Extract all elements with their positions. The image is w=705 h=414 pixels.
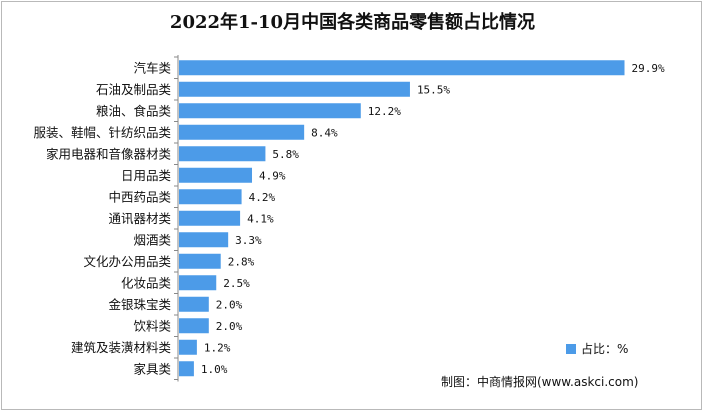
category-label: 金银珠宝类 [108, 297, 171, 312]
value-label: 5.8% [272, 148, 299, 161]
bar [179, 339, 197, 355]
category-label: 日用品类 [121, 168, 172, 183]
bar [179, 60, 625, 76]
category-label: 粮油、食品类 [96, 103, 172, 118]
legend-label: 占比：% [581, 342, 629, 356]
value-label: 4.2% [249, 191, 276, 204]
bar [179, 296, 209, 312]
value-label: 2.0% [216, 298, 243, 311]
bar [179, 232, 229, 248]
category-label: 石油及制品类 [96, 82, 172, 97]
bar [179, 253, 221, 269]
value-label: 2.5% [223, 277, 250, 290]
bar [179, 146, 266, 162]
category-label: 烟酒类 [133, 232, 171, 247]
value-label: 1.0% [201, 363, 228, 376]
category-label: 中西药品类 [108, 189, 171, 204]
chart-title: 2022年1-10月中国各类商品零售额占比情况 [169, 12, 536, 33]
category-label: 饮料类 [133, 318, 171, 333]
category-label: 汽车类 [133, 60, 171, 75]
value-label: 12.2% [368, 105, 401, 118]
value-label: 29.9% [632, 62, 665, 75]
category-label: 文化办公用品类 [83, 254, 171, 269]
value-label: 8.4% [311, 126, 338, 139]
bar [179, 167, 253, 183]
category-label: 建筑及装潢材料类 [71, 340, 172, 355]
legend: 占比：% [566, 340, 628, 357]
value-label: 4.9% [259, 169, 286, 182]
category-label: 家具类 [133, 361, 171, 376]
value-label: 2.0% [216, 320, 243, 333]
bar [179, 361, 194, 377]
bar [179, 210, 241, 226]
value-label: 3.3% [235, 234, 262, 247]
source-credit: 制图：中商情报网(www.askci.com) [441, 375, 639, 389]
bar [179, 318, 209, 334]
category-label: 服装、鞋帽、针纺织品类 [33, 125, 171, 140]
value-label: 2.8% [228, 255, 255, 268]
category-label: 通讯器材类 [108, 211, 171, 226]
bar [179, 189, 242, 205]
bar [179, 103, 361, 119]
legend-swatch [566, 343, 576, 354]
category-label: 化妆品类 [121, 275, 172, 290]
value-label: 15.5% [417, 83, 450, 96]
bar [179, 124, 305, 140]
category-label: 家用电器和音像器材类 [46, 146, 172, 161]
bar [179, 275, 217, 291]
value-label: 4.1% [247, 212, 274, 225]
bar [179, 81, 410, 97]
value-label: 1.2% [204, 341, 231, 354]
